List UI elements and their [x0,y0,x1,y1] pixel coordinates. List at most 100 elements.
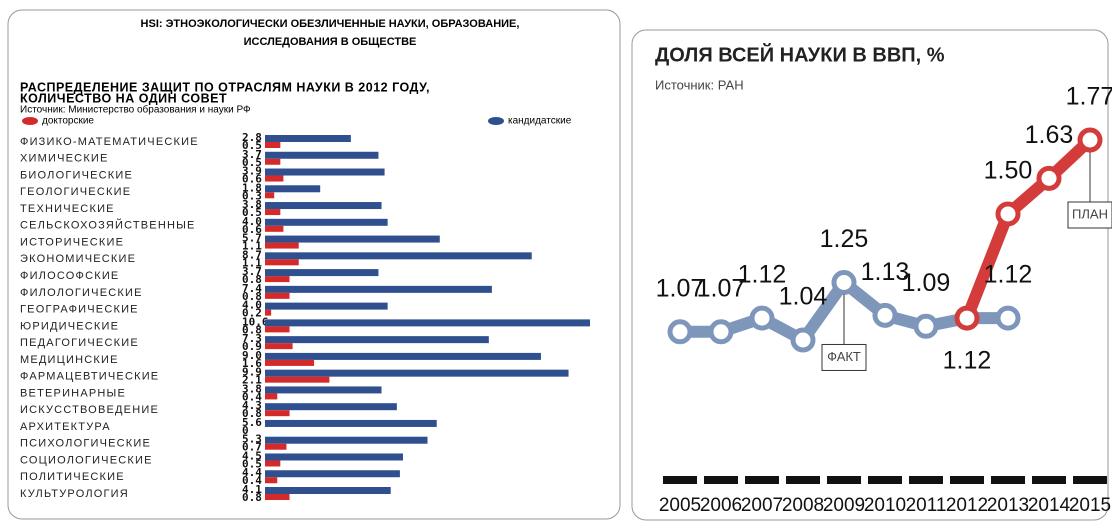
category-label: ТЕХНИЧЕСКИЕ [20,203,115,215]
value-label: 1.25 [820,225,869,253]
value-label: 1.13 [861,258,910,286]
x-tick-label: 2008 [782,495,824,516]
legend-label: докторские [42,116,94,127]
value-label: 0.5 [242,156,262,169]
point [1036,165,1062,191]
chart-title: КОЛИЧЕСТВО НА ОДИН СОВЕТ [20,91,227,105]
x-tick-label: 2007 [741,495,783,516]
legend-marker [22,117,38,125]
bar [265,403,397,411]
value-label: 0.4 [242,390,262,403]
value-label: 0.8 [242,290,262,303]
point [708,319,734,345]
category-label: АРХИТЕКТУРА [20,421,111,433]
category-label: ВЕТЕРИНАРНЫЕ [20,387,126,399]
value-label: 1.07 [697,274,746,302]
point [995,201,1021,227]
value-label: 10.6 [242,315,269,328]
bar [265,436,428,444]
value-label: 8.7 [242,248,262,261]
x-tick-label: 2006 [700,495,742,516]
category-label: ФИЗИКО-МАТЕМАТИЧЕСКИЕ [20,136,199,148]
bar [265,386,382,394]
bar [265,309,272,316]
bar [265,225,284,232]
bar [265,410,290,417]
bar [265,470,400,478]
value-label: 1.50 [984,157,1033,185]
value-label: 1.6 [242,357,262,370]
axis-dash [704,476,738,484]
chart-subtitle: Источник: РАН [655,77,744,92]
value-label: 4.1 [242,483,262,496]
bar [265,259,299,266]
value-label: 1.1 [242,240,262,253]
value-label: 3.8 [242,198,262,211]
series-name: ФАКТ [827,349,861,364]
axis-dash [1073,476,1107,484]
value-label: 1.12 [984,261,1033,289]
bar [265,209,281,216]
category-label: ФАРМАЦЕВТИЧЕСКИЕ [20,371,159,383]
chart-title: ДОЛЯ ВСЕЙ НАУКИ В ВВП, % [655,42,945,66]
value-label: 3.8 [242,382,262,395]
value-label: 0.2 [242,307,262,320]
series-name: ПЛАН [1072,206,1108,221]
category-label: ПСИХОЛОГИЧЕСКИЕ [20,438,151,450]
axis-dash [868,476,902,484]
axis-dash [786,476,820,484]
point [954,305,980,331]
legend-label: кандидатские [508,116,572,127]
category-label: ЭКОНОМИЧЕСКИЕ [20,253,136,265]
value-label: 0.6 [242,173,262,186]
bar [265,252,532,260]
x-tick-label: 2015 [1069,495,1111,516]
bar [265,302,388,310]
x-tick-label: 2014 [1028,495,1071,516]
bar [265,443,287,450]
category-label: СОЦИОЛОГИЧЕСКИЕ [20,454,153,466]
axis-dash [991,476,1025,484]
value-label: 7.4 [242,282,262,295]
value-label: 7.3 [242,332,262,345]
value-label: 0.8 [242,407,262,420]
category-label: ИСКУССТВОВЕДЕНИЕ [20,404,159,416]
value-label: 9.9 [242,366,262,379]
bar [265,336,489,344]
value-label: 1.63 [1025,121,1074,149]
value-label: 1.77 [1066,83,1112,111]
point [872,302,898,328]
bar [265,158,281,165]
value-label: 0.5 [242,457,262,470]
value-label: 4.3 [242,399,262,412]
bar [265,460,281,467]
bar [265,376,330,383]
category-label: ПЕДАГОГИЧЕСКИЕ [20,337,139,349]
value-label: 5.6 [242,416,262,429]
category-label: ГЕОГРАФИЧЕСКИЕ [20,304,139,316]
bar [265,269,379,277]
category-label: СЕЛЬСКОХОЗЯЙСТВЕННЫЕ [20,219,196,232]
value-label: 0.8 [242,273,262,286]
bar [265,285,492,293]
x-tick-label: 2011 [906,495,947,516]
value-label: 0.4 [242,474,262,487]
category-label: ФИЛОЛОГИЧЕСКИЕ [20,287,143,299]
callout-box [821,343,867,371]
legend-marker [488,117,504,125]
x-tick-label: 2005 [659,495,701,516]
bar [265,453,403,461]
value-label: 1.12 [738,261,787,289]
value-label: 4.5 [242,449,262,462]
bar [265,359,315,366]
category-label: ГЕОЛОГИЧЕСКИЕ [20,186,131,198]
header-title: HSI: ЭТНОЭКОЛОГИЧЕСКИ ОБЕЗЛИЧЕННЫЕ НАУКИ… [141,18,520,30]
axis-dash [745,476,779,484]
bar [265,352,541,360]
bar [265,185,321,193]
category-label: ХИМИЧЕСКИЕ [20,153,109,165]
value-label: 0.5 [242,206,262,219]
point [790,327,816,353]
bar [265,242,299,249]
